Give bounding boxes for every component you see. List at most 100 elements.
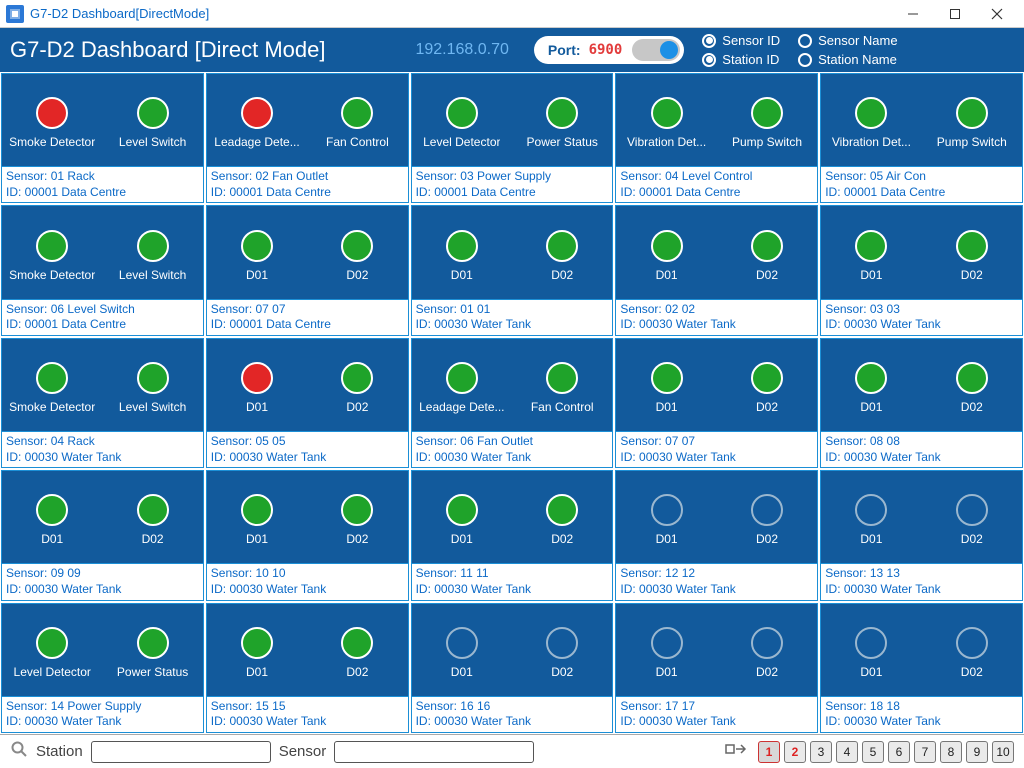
- channel-2: D02: [922, 610, 1022, 696]
- sensor-card[interactable]: D01D02Sensor: 05 05ID: 00030 Water Tank: [206, 338, 409, 468]
- card-body: D01D02: [2, 471, 203, 563]
- sensor-card[interactable]: D01D02Sensor: 03 03ID: 00030 Water Tank: [820, 205, 1023, 335]
- port-label: Port:: [548, 42, 581, 58]
- page-6[interactable]: 6: [888, 741, 910, 763]
- radio-icon: [702, 53, 716, 67]
- station-line: ID: 00030 Water Tank: [416, 582, 609, 598]
- sensor-card[interactable]: D01D02Sensor: 16 16ID: 00030 Water Tank: [411, 603, 614, 733]
- channel-1: D01: [207, 345, 307, 431]
- card-footer: Sensor: 04 Level ControlID: 00001 Data C…: [616, 166, 817, 202]
- channel-2: D02: [512, 212, 612, 298]
- channel-2: D02: [922, 212, 1022, 298]
- status-led-2: [546, 230, 578, 262]
- card-footer: Sensor: 09 09ID: 00030 Water Tank: [2, 563, 203, 599]
- station-line: ID: 00001 Data Centre: [620, 185, 813, 201]
- page-3[interactable]: 3: [810, 741, 832, 763]
- status-led-2: [546, 494, 578, 526]
- channel-1: Vibration Det...: [821, 80, 921, 166]
- channel-1: D01: [821, 345, 921, 431]
- page-8[interactable]: 8: [940, 741, 962, 763]
- sensor-card[interactable]: D01D02Sensor: 13 13ID: 00030 Water Tank: [820, 470, 1023, 600]
- connection-toggle[interactable]: [632, 39, 680, 61]
- channel-2: D02: [307, 610, 407, 696]
- channel-1-label: Leadage Dete...: [214, 135, 299, 149]
- sensor-card[interactable]: D01D02Sensor: 01 01ID: 00030 Water Tank: [411, 205, 614, 335]
- page-10[interactable]: 10: [992, 741, 1014, 763]
- channel-2-label: D02: [961, 268, 983, 282]
- close-button[interactable]: [976, 1, 1018, 27]
- minimize-button[interactable]: [892, 1, 934, 27]
- sensor-card[interactable]: D01D02Sensor: 15 15ID: 00030 Water Tank: [206, 603, 409, 733]
- status-led-2: [751, 627, 783, 659]
- card-body: D01D02: [207, 604, 408, 696]
- sensor-card[interactable]: Smoke DetectorLevel SwitchSensor: 01 Rac…: [1, 73, 204, 203]
- card-body: D01D02: [821, 339, 1022, 431]
- sensor-card[interactable]: D01D02Sensor: 02 02ID: 00030 Water Tank: [615, 205, 818, 335]
- page-5[interactable]: 5: [862, 741, 884, 763]
- sensor-card[interactable]: D01D02Sensor: 10 10ID: 00030 Water Tank: [206, 470, 409, 600]
- radio-sensor-id[interactable]: Sensor ID: [702, 33, 780, 48]
- sensor-card[interactable]: Vibration Det...Pump SwitchSensor: 05 Ai…: [820, 73, 1023, 203]
- sensor-card[interactable]: Level DetectorPower Status Sensor: 03 Pow…: [411, 73, 614, 203]
- sensor-card[interactable]: Level DetectorPower StatusSensor: 14 Pow…: [1, 603, 204, 733]
- page-1[interactable]: 1: [758, 741, 780, 763]
- station-line: ID: 00030 Water Tank: [6, 450, 199, 466]
- sensor-card[interactable]: D01D02Sensor: 18 18ID: 00030 Water Tank: [820, 603, 1023, 733]
- card-footer: Sensor: 07 07ID: 00030 Water Tank: [616, 431, 817, 467]
- sensor-line: Sensor: 02 02: [620, 302, 813, 318]
- card-body: Smoke DetectorLevel Switch: [2, 206, 203, 298]
- card-footer: Sensor: 10 10ID: 00030 Water Tank: [207, 563, 408, 599]
- sensor-card[interactable]: Leadage Dete...Fan ControlSensor: 06 Fan…: [411, 338, 614, 468]
- card-body: D01D02: [821, 471, 1022, 563]
- sensor-search-input[interactable]: [334, 741, 534, 763]
- card-body: D01D02: [207, 339, 408, 431]
- page-7[interactable]: 7: [914, 741, 936, 763]
- page-2[interactable]: 2: [784, 741, 806, 763]
- status-led-2: [546, 627, 578, 659]
- next-arrow-icon[interactable]: [724, 740, 750, 763]
- sensor-card[interactable]: D01D02Sensor: 11 11ID: 00030 Water Tank: [411, 470, 614, 600]
- page-4[interactable]: 4: [836, 741, 858, 763]
- card-body: Level DetectorPower Status: [412, 74, 613, 166]
- station-line: ID: 00030 Water Tank: [416, 317, 609, 333]
- sensor-card[interactable]: D01D02Sensor: 12 12ID: 00030 Water Tank: [615, 470, 818, 600]
- channel-2: Pump Switch: [717, 80, 817, 166]
- channel-2-label: Power Status: [527, 135, 598, 149]
- status-led-1: [651, 230, 683, 262]
- sensor-card[interactable]: Smoke DetectorLevel SwitchSensor: 04 Rac…: [1, 338, 204, 468]
- channel-2: Level Switch: [102, 80, 202, 166]
- status-led-1: [241, 627, 273, 659]
- card-footer: Sensor: 02 02ID: 00030 Water Tank: [616, 299, 817, 335]
- radio-station-id[interactable]: Station ID: [702, 52, 780, 67]
- card-footer: Sensor: 04 RackID: 00030 Water Tank: [2, 431, 203, 467]
- status-led-1: [36, 97, 68, 129]
- sensor-line: Sensor: 03 Power Supply: [416, 169, 609, 185]
- maximize-button[interactable]: [934, 1, 976, 27]
- radio-station-name[interactable]: Station Name: [798, 52, 897, 67]
- status-led-2: [341, 230, 373, 262]
- sensor-card[interactable]: D01D02Sensor: 07 07ID: 00001 Data Centre: [206, 205, 409, 335]
- sensor-line: Sensor: 07 07: [211, 302, 404, 318]
- sensor-line: Sensor: 11 11: [416, 566, 609, 582]
- status-led-1: [855, 230, 887, 262]
- status-led-2: [137, 362, 169, 394]
- station-line: ID: 00030 Water Tank: [620, 714, 813, 730]
- card-footer: Sensor: 12 12ID: 00030 Water Tank: [616, 563, 817, 599]
- sensor-card[interactable]: D01D02Sensor: 09 09ID: 00030 Water Tank: [1, 470, 204, 600]
- channel-1: D01: [412, 477, 512, 563]
- sensor-card[interactable]: D01D02Sensor: 07 07ID: 00030 Water Tank: [615, 338, 818, 468]
- status-led-1: [651, 362, 683, 394]
- card-footer: Sensor: 07 07ID: 00001 Data Centre: [207, 299, 408, 335]
- channel-1: Smoke Detector: [2, 212, 102, 298]
- sensor-card[interactable]: Vibration Det...Pump SwitchSensor: 04 Le…: [615, 73, 818, 203]
- sensor-card[interactable]: D01D02Sensor: 08 08ID: 00030 Water Tank: [820, 338, 1023, 468]
- sensor-card[interactable]: D01D02Sensor: 17 17ID: 00030 Water Tank: [615, 603, 818, 733]
- channel-1: D01: [616, 477, 716, 563]
- station-search-input[interactable]: [91, 741, 271, 763]
- channel-1-label: D01: [246, 400, 268, 414]
- sensor-card[interactable]: Leadage Dete...Fan ControlSensor: 02 Fan…: [206, 73, 409, 203]
- sensor-card[interactable]: Smoke DetectorLevel SwitchSensor: 06 Lev…: [1, 205, 204, 335]
- radio-sensor-name[interactable]: Sensor Name: [798, 33, 897, 48]
- page-9[interactable]: 9: [966, 741, 988, 763]
- card-footer: Sensor: 13 13ID: 00030 Water Tank: [821, 563, 1022, 599]
